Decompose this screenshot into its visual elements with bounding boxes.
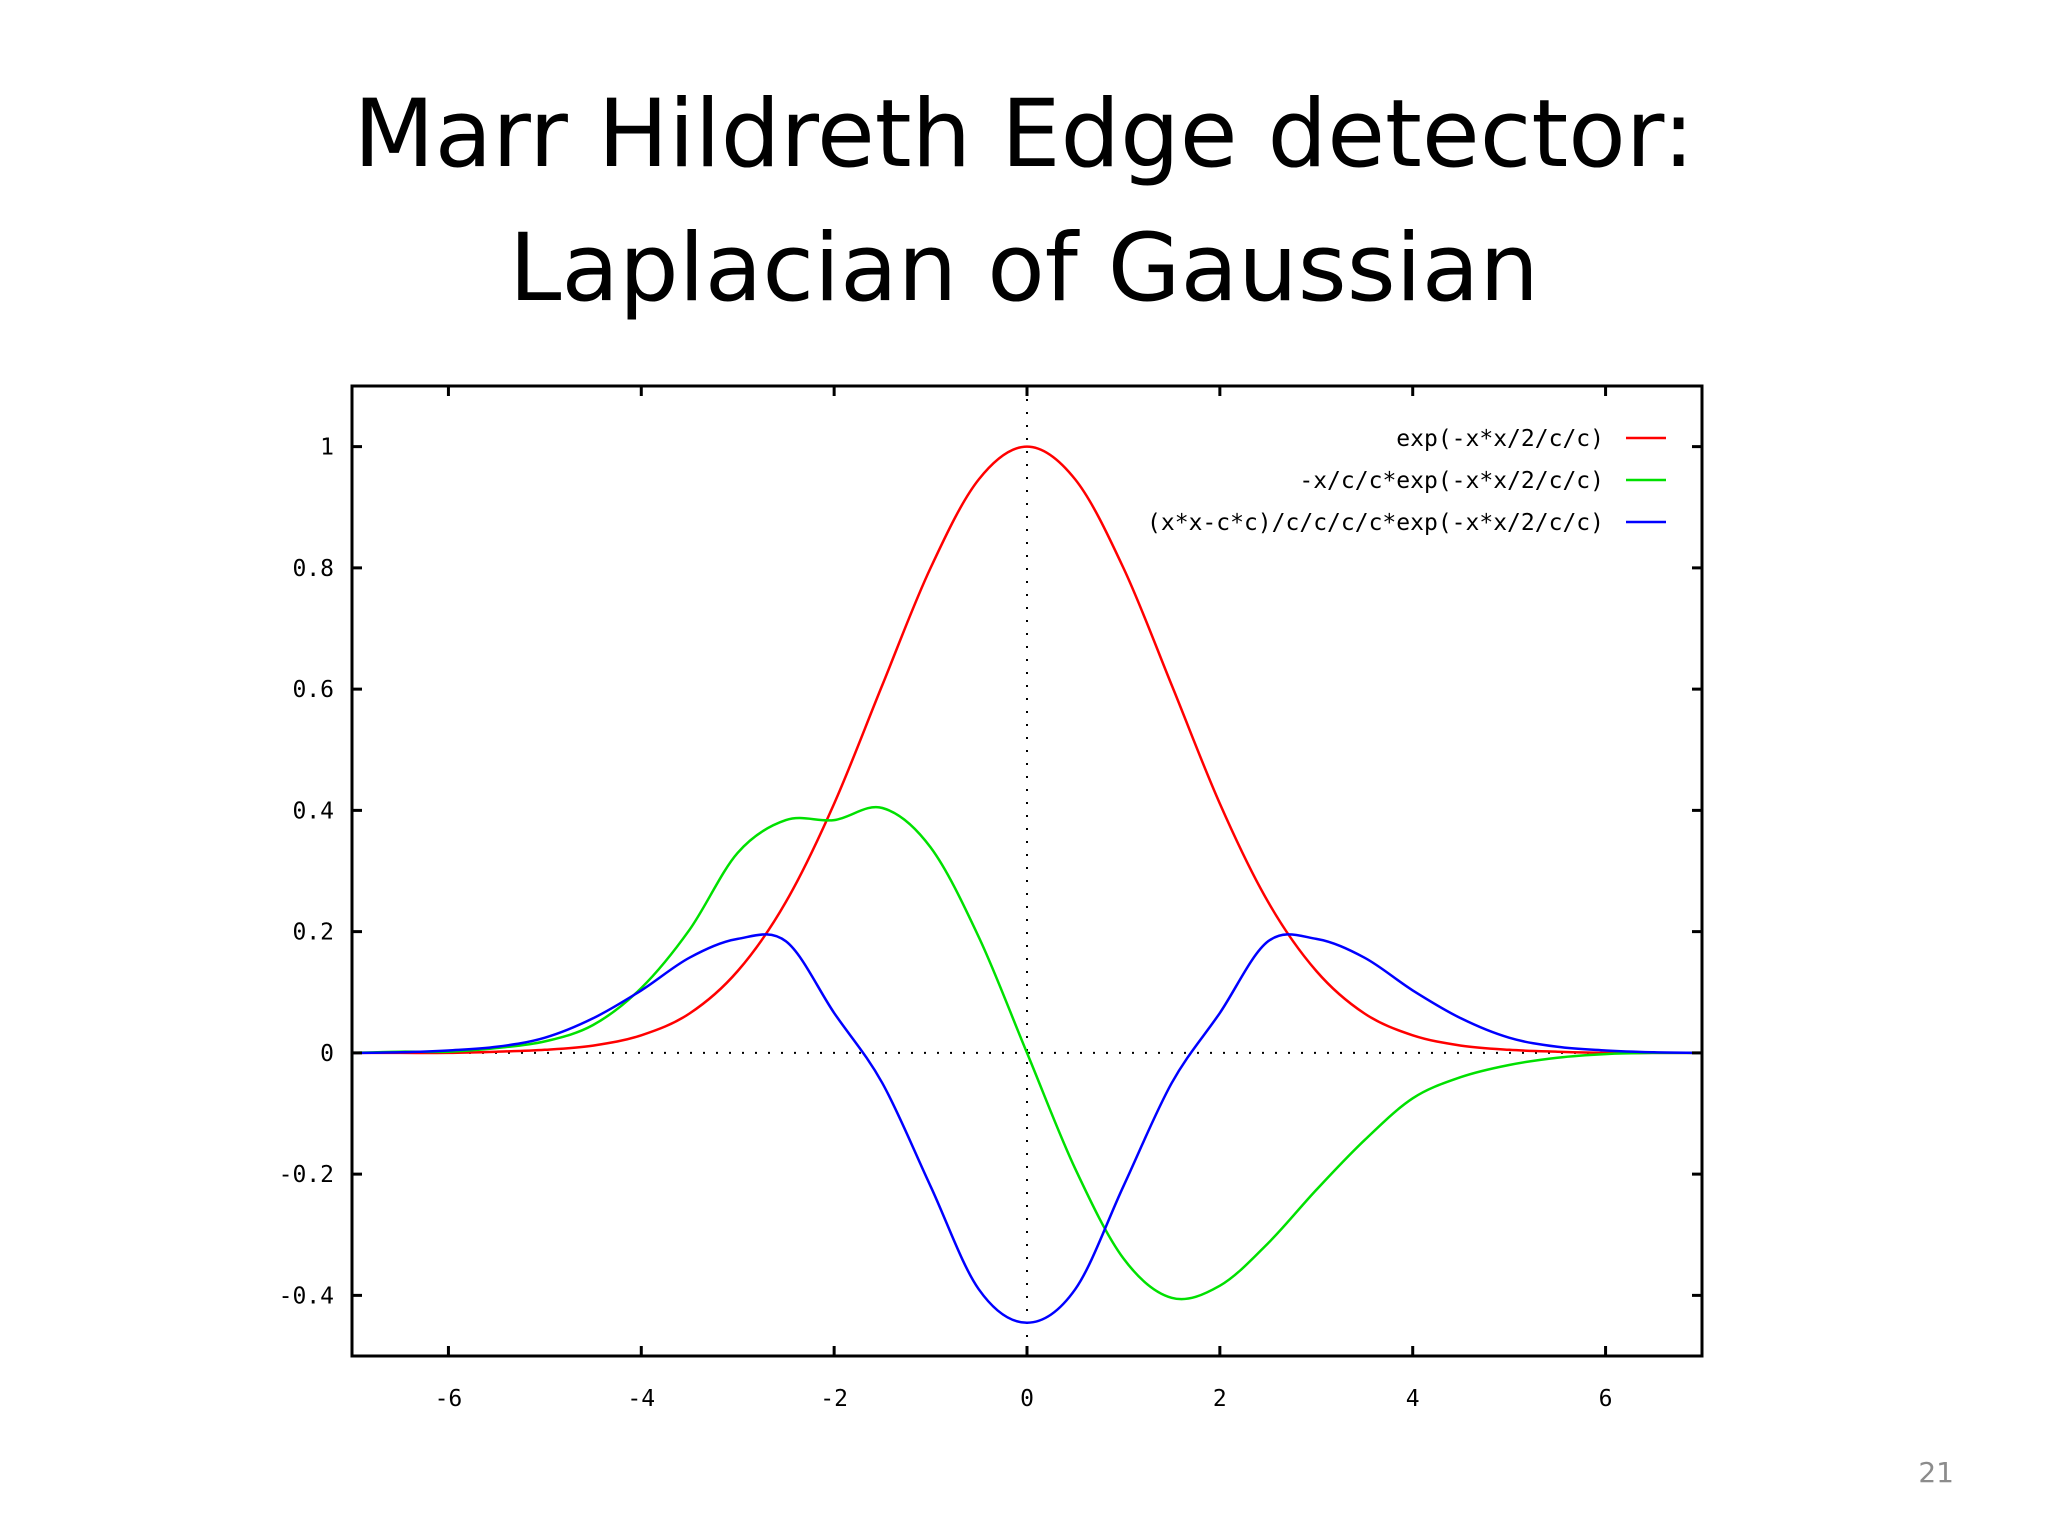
series-line-1: [350, 445, 1704, 1055]
legend-label-3: (x*x-c*c)/c/c/c/c*exp(-x*x/2/c/c): [1147, 510, 1604, 536]
y-tick-label: -0.2: [279, 1162, 334, 1188]
x-tick-label: 2: [1213, 1386, 1227, 1412]
slide-title: Marr Hildreth Edge detector: Laplacian o…: [0, 68, 2048, 336]
x-tick-label: -2: [820, 1386, 848, 1412]
y-tick-label: 0: [320, 1041, 334, 1067]
y-tick-label: 1: [320, 435, 334, 461]
y-tick-label: 0.6: [292, 677, 334, 703]
slide-title-line-1: Marr Hildreth Edge detector:: [353, 80, 1695, 189]
x-axis-ticks: -6 -4 -2 0 2 4 6: [435, 386, 1613, 1412]
y-tick-label: -0.4: [279, 1283, 334, 1309]
x-tick-label: 6: [1599, 1386, 1613, 1412]
legend-label-1: exp(-x*x/2/c/c): [1396, 426, 1604, 452]
legend-label-2: -x/c/c*exp(-x*x/2/c/c): [1299, 468, 1604, 494]
slide-title-line-2: Laplacian of Gaussian: [509, 214, 1539, 323]
series-line-3: [350, 933, 1704, 1324]
series-line-2: [350, 805, 1704, 1301]
x-tick-label: -4: [627, 1386, 655, 1412]
x-tick-label: 4: [1406, 1386, 1420, 1412]
y-axis-ticks: -0.4 -0.2 0 0.2 0.4 0.6 0.8 1: [279, 435, 1702, 1309]
x-tick-label: -6: [435, 1386, 463, 1412]
y-tick-label: 0.2: [292, 920, 334, 946]
slide-page-number: 21: [1918, 1456, 1954, 1489]
y-tick-label: 0.4: [292, 798, 334, 824]
y-tick-label: 0.8: [292, 556, 334, 582]
x-tick-label: 0: [1020, 1386, 1034, 1412]
legend: exp(-x*x/2/c/c) -x/c/c*exp(-x*x/2/c/c) (x*…: [1147, 426, 1666, 536]
series-lines: [350, 445, 1704, 1324]
